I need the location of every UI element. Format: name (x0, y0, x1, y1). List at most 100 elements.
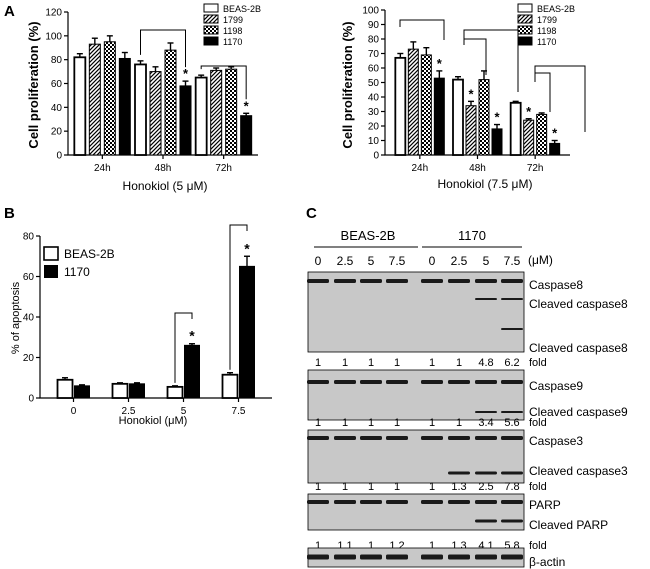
blot-band (448, 279, 470, 283)
b-legend-swatch-1170 (44, 265, 58, 278)
panel-c-western-blot: BEAS-2B 1170 (μM) 0 2.5 5 7.5 0 2.5 5 7.5 Caspas… (307, 228, 628, 569)
blot-fold-value: 1 (429, 481, 435, 493)
blot-fold-value: 1 (342, 417, 348, 429)
blot-protein-label: Cleaved PARP (529, 518, 608, 532)
blot-group-right-label: 1170 (458, 228, 486, 243)
a2-bar-1170 (491, 128, 503, 156)
blot-dose-label: 0 (429, 254, 436, 268)
a1-legend-swatch-1198 (203, 25, 219, 35)
blot-fold-value: 1 (429, 540, 435, 552)
blot-dose-label: 2.5 (337, 254, 354, 268)
a1-ytick-label: 100 (45, 31, 62, 42)
blot-band (360, 500, 382, 504)
a2-legend-label-1170: 1170 (537, 37, 556, 47)
b-bar-beas-2b (166, 385, 184, 399)
a1-bar-1799 (210, 69, 223, 156)
b-ytick-label: 20 (23, 353, 35, 364)
blot-band (421, 279, 443, 283)
a1-legend-label-1198: 1198 (223, 26, 242, 36)
blot-band (448, 436, 470, 440)
a2-bar-1170 (433, 77, 445, 156)
b-significance-star: * (189, 328, 195, 344)
blot-dose-label: 2.5 (451, 254, 468, 268)
a2-bar-1799 (523, 119, 535, 156)
a1-bar-1170 (118, 57, 131, 156)
a1-legend-swatch-1170 (203, 36, 219, 46)
blot-fold-value: 1 (429, 417, 435, 429)
blot-fold-label: fold (529, 481, 547, 493)
a2-ytick-label: 10 (368, 136, 380, 147)
b-bar-1170 (129, 383, 145, 399)
a2-comparison-bracket (534, 72, 551, 112)
a2-significance-star: * (494, 110, 500, 125)
a2-xtick-label: 24h (411, 163, 428, 174)
blot-fold-value: 1 (315, 540, 321, 552)
a1-xtick-label: 48h (155, 163, 172, 174)
blot-fold-value: 1 (368, 417, 374, 429)
a1-legend-label-1170: 1170 (223, 37, 242, 47)
blot-band (501, 471, 523, 475)
blot-band (421, 500, 443, 504)
a1-bar-1198 (164, 49, 177, 156)
blot-band (307, 279, 329, 283)
b-comparison-bracket (229, 224, 248, 370)
blot-band (386, 436, 408, 440)
a1-bar-beas-2b (73, 56, 87, 156)
blot-band (475, 554, 497, 560)
blot-band (334, 500, 356, 504)
a2-comparison-bracket (463, 29, 519, 92)
a1-bar-1799 (88, 43, 101, 156)
a1-legend-swatch-beas-2b (203, 3, 219, 13)
a1-bar-beas-2b (194, 76, 208, 156)
b-bar-beas-2b (56, 378, 74, 399)
blot-fold-value: 1 (394, 357, 400, 369)
blot-protein-label: Caspase8 (529, 278, 583, 292)
b-xlabel: Honokiol (μM) (119, 415, 188, 427)
a2-bar-1799 (465, 105, 477, 156)
blot-membrane-4 (307, 493, 525, 531)
blot-protein-label: Caspase3 (529, 434, 583, 448)
blot-fold-value: 1 (368, 357, 374, 369)
blot-band (386, 380, 408, 384)
a2-ytick-label: 90 (368, 20, 380, 31)
b-ytick-label: 80 (23, 232, 35, 243)
blot-band (360, 436, 382, 440)
b-legend-label-1170: 1170 (64, 265, 90, 279)
a2-bar-1799 (407, 48, 419, 156)
blot-fold-label: fold (529, 357, 547, 369)
a2-ytick-label: 60 (368, 64, 380, 75)
b-bar-beas-2b (111, 382, 129, 399)
a1-significance-star: * (244, 98, 250, 113)
a2-ytick-label: 50 (368, 78, 380, 89)
blot-fold-value: 2.5 (478, 481, 493, 493)
blot-band (386, 279, 408, 283)
blot-band (448, 380, 470, 384)
blot-fold-value: 1 (342, 357, 348, 369)
blot-protein-label: PARP (529, 498, 561, 512)
blot-fold-value: 1 (315, 417, 321, 429)
a1-ytick-label: 60 (51, 79, 63, 90)
blot-band (307, 500, 329, 504)
blot-fold-value: 1 (394, 417, 400, 429)
a1-xtick-label: 24h (94, 163, 111, 174)
a1-bar-1799 (149, 71, 162, 156)
blot-group-left-label: BEAS-2B (341, 228, 396, 243)
blot-band (386, 554, 408, 560)
blot-fold-value: 3.4 (478, 417, 493, 429)
b-xtick-label: 0 (71, 406, 77, 417)
a2-legend-label-beas-2b: BEAS-2B (537, 4, 575, 14)
a2-legend-swatch-1799 (517, 14, 533, 24)
b-ylabel: % of apoptosis (10, 281, 22, 354)
blot-band (475, 519, 497, 523)
blot-unit-label: (μM) (528, 253, 553, 267)
blot-band (501, 380, 523, 384)
blot-band (421, 554, 443, 560)
blot-band (421, 380, 443, 384)
blot-fold-value: 7.8 (504, 481, 519, 493)
blot-fold-label: fold (529, 417, 547, 429)
blot-fold-value: 1 (315, 481, 321, 493)
blot-protein-label: β-actin (529, 555, 565, 569)
a2-significance-star: * (552, 126, 558, 141)
a2-significance-star: * (468, 86, 474, 101)
blot-fold-value: 1 (429, 357, 435, 369)
